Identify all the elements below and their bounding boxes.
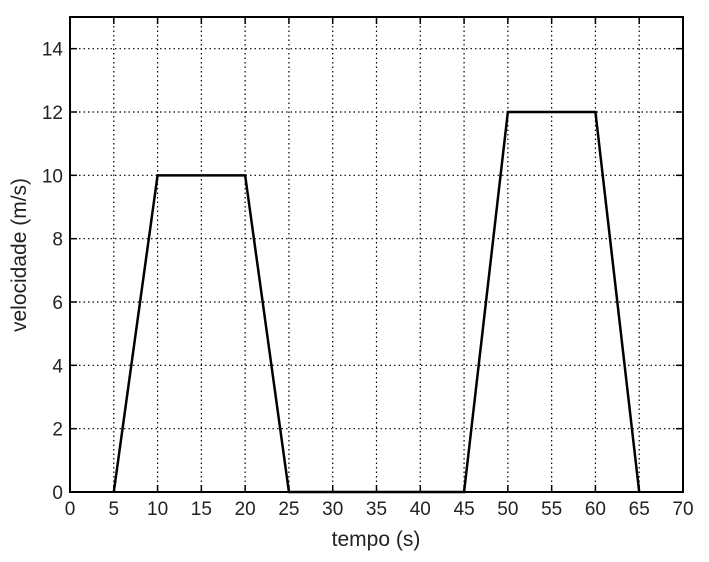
x-tick-label: 40	[410, 499, 431, 520]
x-axis-label: tempo (s)	[332, 528, 421, 551]
x-tick-label: 55	[541, 499, 562, 520]
y-tick-label: 12	[42, 103, 63, 124]
x-tick-label: 35	[366, 499, 387, 520]
y-tick-label: 6	[52, 293, 63, 314]
y-axis-label: velocidade (m/s)	[8, 178, 31, 332]
y-tick-label: 0	[52, 483, 63, 504]
x-tick-label: 0	[65, 499, 76, 520]
x-tick-label: 65	[629, 499, 650, 520]
x-tick-label: 15	[191, 499, 212, 520]
x-tick-label: 70	[672, 499, 693, 520]
y-tick-label: 2	[52, 420, 63, 441]
x-tick-labels: 0 5 10 15 20 25 30 35 40 45 50 55 60 65 70	[65, 499, 694, 520]
x-tick-label: 30	[322, 499, 343, 520]
x-tick-label: 45	[454, 499, 475, 520]
y-tick-label: 8	[52, 230, 63, 251]
x-tick-label: 5	[108, 499, 119, 520]
x-tick-label: 25	[278, 499, 299, 520]
y-tick-label: 14	[42, 40, 64, 61]
y-tick-label: 4	[52, 356, 63, 377]
y-tick-labels: 0 2 4 6 8 10 12 14	[42, 40, 64, 504]
x-tick-label: 10	[147, 499, 168, 520]
x-tick-label: 60	[585, 499, 606, 520]
grid-lines	[70, 17, 683, 492]
x-tick-label: 20	[235, 499, 256, 520]
y-tick-label: 10	[42, 166, 63, 187]
axis-ticks	[69, 17, 684, 493]
plot-frame	[69, 16, 684, 493]
x-tick-label: 50	[497, 499, 518, 520]
